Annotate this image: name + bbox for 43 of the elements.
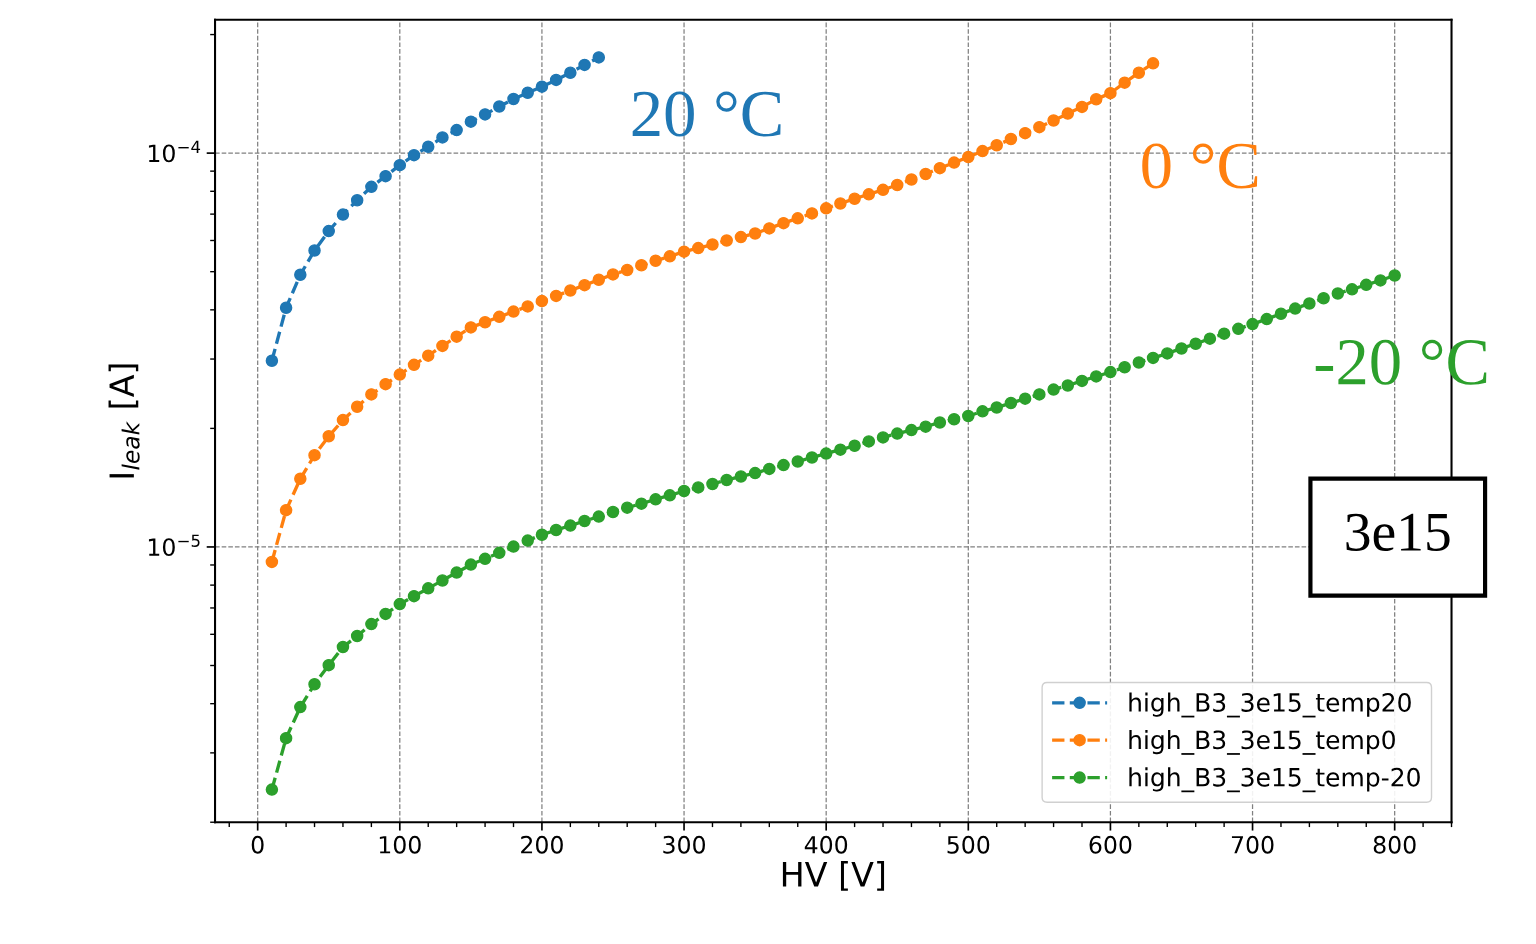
point xyxy=(521,86,534,100)
point xyxy=(379,169,392,183)
point xyxy=(265,354,279,368)
y-tick-label: 10$^{−4}$ xyxy=(148,140,201,163)
point xyxy=(578,58,591,72)
annotation: 20 °C xyxy=(632,91,781,137)
point xyxy=(493,100,506,113)
point xyxy=(507,92,520,106)
point xyxy=(436,131,449,144)
point xyxy=(421,140,435,153)
point xyxy=(478,108,492,121)
x-tick-label: 200 xyxy=(521,835,563,854)
point xyxy=(365,180,378,194)
point xyxy=(322,224,335,238)
point xyxy=(549,73,563,87)
point xyxy=(407,148,421,162)
y-axis-title: I$_{leak}$ [A] xyxy=(108,364,140,478)
x-tick-label: 100 xyxy=(379,835,421,854)
point xyxy=(535,80,549,93)
y-tick-label: 10$^{−5}$ xyxy=(148,534,200,557)
point xyxy=(308,244,321,257)
legend-label: high_B3_3e15_temp-20 xyxy=(1129,767,1420,793)
x-tick-label: 0 xyxy=(251,835,264,854)
legend-label: high_B3_3e15_temp0 xyxy=(1129,729,1395,755)
x-tick-label: 400 xyxy=(804,835,848,854)
x-tick-label: 300 xyxy=(663,835,706,854)
point xyxy=(393,158,407,172)
point xyxy=(564,66,577,79)
point xyxy=(336,208,350,221)
point xyxy=(294,268,307,282)
point xyxy=(450,123,463,137)
x-tick-label: 800 xyxy=(1373,835,1416,854)
point xyxy=(592,51,606,64)
x-tick-label: 600 xyxy=(1089,835,1132,854)
point xyxy=(464,115,478,128)
x-axis-title: HV [V] xyxy=(782,861,885,891)
x-tick-label: 700 xyxy=(1231,835,1274,854)
x-tick-label: 500 xyxy=(947,835,990,854)
point xyxy=(279,301,293,314)
annotation: 3e15 xyxy=(1346,513,1450,552)
legend-label: high_B3_3e15_temp20 xyxy=(1129,692,1411,718)
point xyxy=(350,194,364,207)
annotation: 0 °C xyxy=(1142,143,1258,189)
